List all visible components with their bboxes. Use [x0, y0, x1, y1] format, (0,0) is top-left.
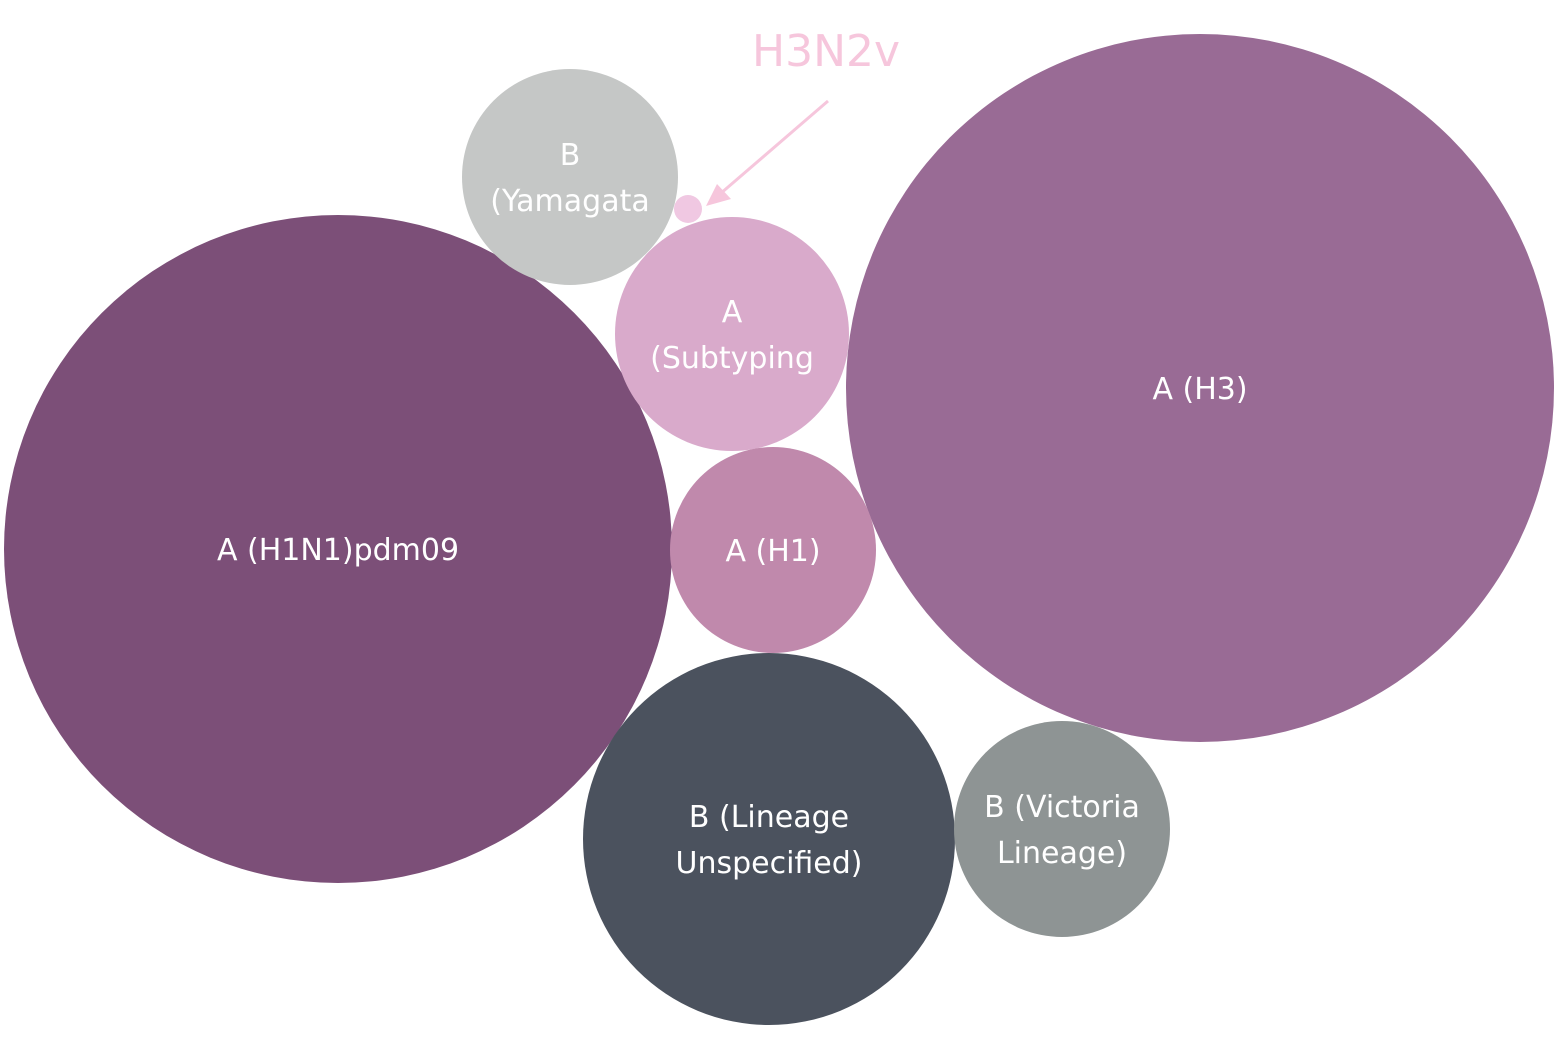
bubble-label-line: (Subtyping [650, 341, 814, 376]
bubble-circle [462, 69, 678, 285]
bubble-a-h1: A (H1) [670, 447, 876, 653]
bubble-label-line: B (Lineage [689, 800, 849, 835]
bubble-circle [674, 195, 702, 223]
bubble-b-unspecified: B (Lineage Unspecified) [583, 653, 955, 1025]
bubble-label: B (Yamagata [490, 138, 649, 219]
bubble-label-line: A [722, 295, 743, 330]
bubble-h3n2v [674, 195, 702, 223]
bubble-h1n1: A (H1N1)pdm09 [4, 215, 672, 883]
bubble-circle [583, 653, 955, 1025]
bubble-label: B (Victoria Lineage) [984, 790, 1140, 871]
bubble-h3: A (H3) [846, 34, 1554, 742]
bubble-b-yamagata: B (Yamagata [462, 69, 678, 285]
annotation-arrow-head [706, 184, 731, 206]
bubble-label-line: A (H1) [725, 534, 820, 569]
bubble-label-line: (Yamagata [490, 184, 649, 219]
bubble-circle [846, 34, 1554, 742]
bubbles-layer: A (H1N1)pdm09 A (H3) B (Lineage Unspecified… [4, 34, 1554, 1025]
bubble-label: B (Lineage Unspecified) [675, 800, 862, 881]
annotation-layer: H3N2v [706, 26, 900, 206]
bubble-label: A (H1) [725, 534, 820, 569]
bubble-b-victoria: B (Victoria Lineage) [954, 721, 1170, 937]
bubble-label-line: B [560, 138, 581, 173]
bubble-a-subtyping: A (Subtyping [615, 217, 849, 451]
bubble-circle [615, 217, 849, 451]
annotation-label: H3N2v [752, 26, 900, 77]
bubble-label-line: Lineage) [997, 836, 1127, 871]
bubble-label-line: B (Victoria [984, 790, 1140, 825]
bubble-circle [954, 721, 1170, 937]
annotation-arrow-line [719, 99, 829, 196]
bubble-label: A (Subtyping [650, 295, 814, 376]
bubble-circle [4, 215, 672, 883]
bubble-label: A (H3) [1152, 372, 1247, 407]
bubble-label-line: A (H1N1)pdm09 [217, 533, 459, 568]
bubble-label-line: Unspecified) [675, 846, 862, 881]
bubble-label-line: A (H3) [1152, 372, 1247, 407]
bubble-circle [670, 447, 876, 653]
bubble-label: A (H1N1)pdm09 [217, 533, 459, 568]
